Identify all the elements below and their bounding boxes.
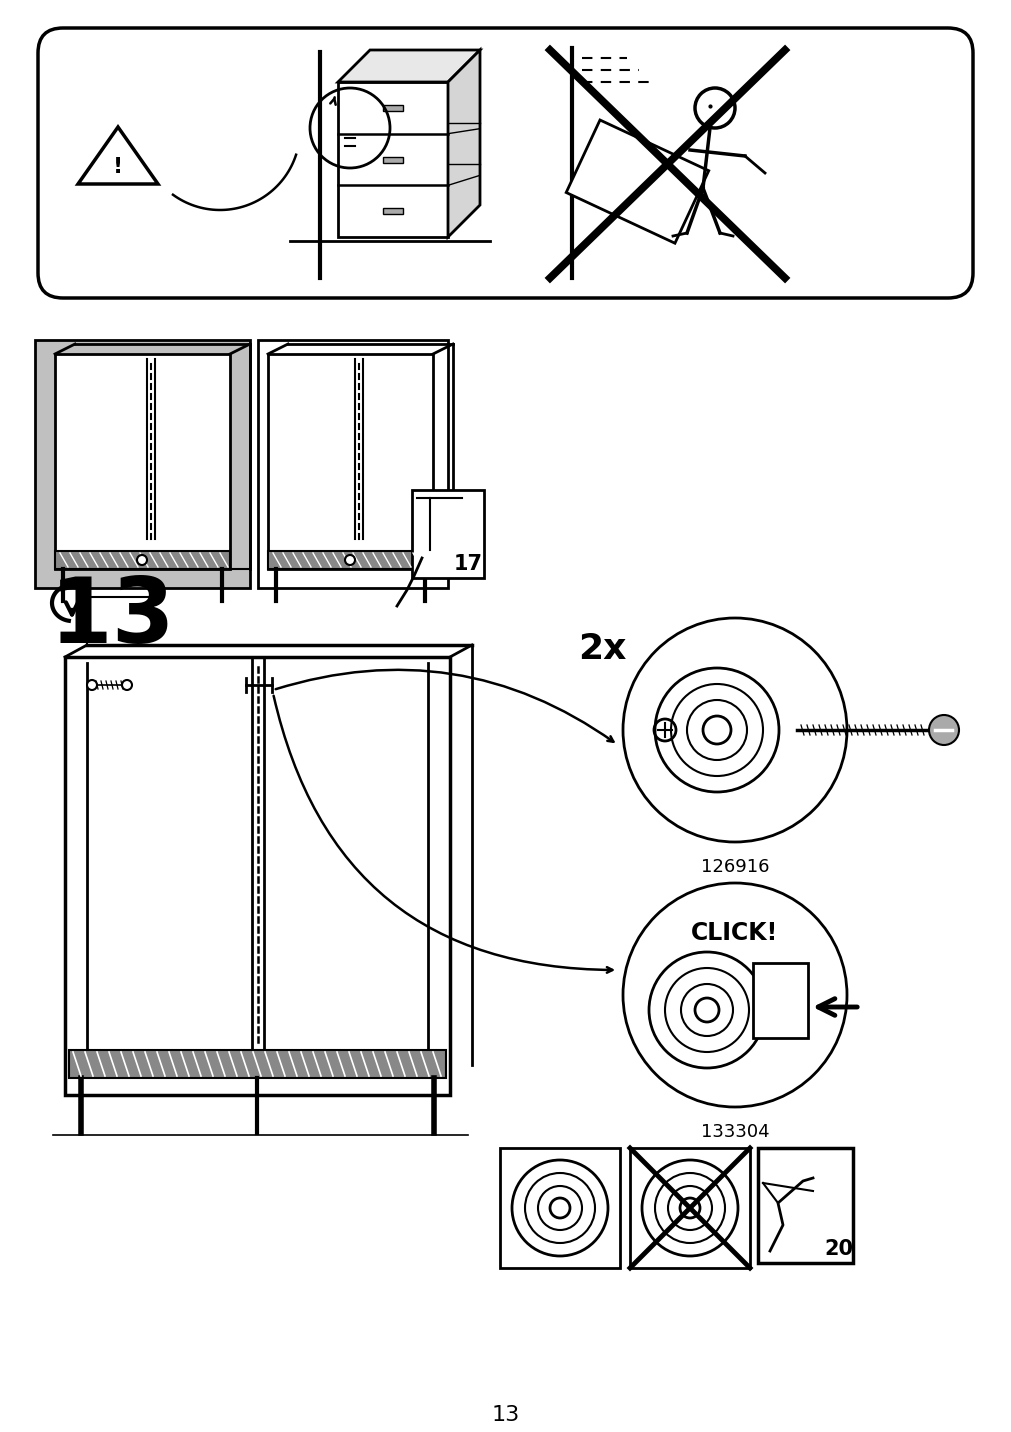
Bar (65, 657, 450, 1095)
Circle shape (122, 680, 131, 690)
Polygon shape (448, 50, 479, 238)
Text: 20: 20 (824, 1239, 852, 1259)
Bar (630, 1148, 749, 1267)
Bar (35, 339, 250, 589)
Bar (411, 490, 483, 579)
Bar (757, 1148, 852, 1263)
Polygon shape (338, 82, 448, 238)
Bar (258, 339, 448, 589)
Circle shape (136, 556, 147, 566)
Bar (69, 1050, 446, 1078)
Text: 13: 13 (50, 574, 175, 662)
Text: !: ! (113, 158, 123, 178)
FancyBboxPatch shape (38, 29, 972, 298)
Bar (268, 551, 433, 569)
Bar (752, 962, 807, 1038)
Text: 126916: 126916 (700, 858, 768, 876)
Text: 2x: 2x (577, 632, 626, 666)
Polygon shape (565, 120, 708, 243)
Bar (382, 105, 402, 110)
Text: CLICK!: CLICK! (691, 921, 777, 945)
Bar (55, 354, 229, 569)
Bar (268, 354, 433, 569)
Bar (382, 208, 402, 215)
Text: 13: 13 (491, 1405, 520, 1425)
Polygon shape (338, 50, 479, 82)
Circle shape (87, 680, 97, 690)
Bar (499, 1148, 620, 1267)
Circle shape (928, 715, 958, 745)
Text: 17: 17 (453, 554, 482, 574)
Bar (55, 551, 229, 569)
Polygon shape (78, 127, 158, 183)
Bar (382, 156, 402, 162)
Circle shape (345, 556, 355, 566)
Text: 133304: 133304 (700, 1123, 768, 1141)
